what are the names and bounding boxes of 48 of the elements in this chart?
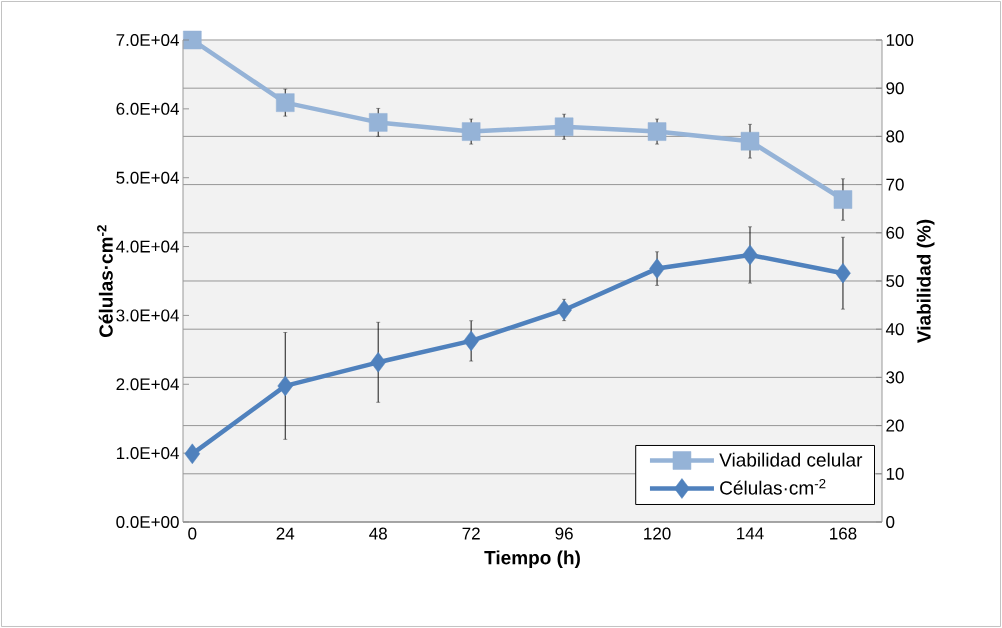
y2-tick-label: 80 <box>886 130 904 143</box>
y2-tick-label: 60 <box>886 226 904 239</box>
x-tick-label: 144 <box>737 527 764 540</box>
x-tick-label: 96 <box>555 527 573 540</box>
y2-tick-label: 100 <box>886 33 914 47</box>
y2-tick-label: 10 <box>886 467 904 480</box>
y-tick-label: 3.0E+04 <box>116 309 179 322</box>
y2-tick-label: 20 <box>886 419 904 432</box>
point <box>370 352 386 373</box>
y2-tick-label: 70 <box>886 178 904 191</box>
y-tick-label: 0.0E+00 <box>116 515 179 529</box>
y-axis-title: Células·cm$^{-2}$ <box>97 225 113 338</box>
y2-tick-label: 0 <box>886 515 895 529</box>
y2-axis-title: Viabilidad (%) <box>916 219 935 343</box>
x-tick-label: 168 <box>830 527 857 540</box>
y2-tick-label: 50 <box>886 274 904 288</box>
point <box>461 122 481 141</box>
x-tick-label: 48 <box>369 527 387 540</box>
x-tick-label: 0 <box>188 527 197 540</box>
point <box>183 30 202 50</box>
point <box>833 190 853 209</box>
point <box>277 375 293 397</box>
y-tick-label: 2.0E+04 <box>116 378 179 391</box>
point <box>740 131 760 151</box>
y-tick-label: 5.0E+04 <box>116 171 179 184</box>
point <box>742 244 758 266</box>
y2-tick-label: 90 <box>886 82 904 95</box>
point <box>647 122 667 141</box>
y2-tick-label: 30 <box>886 371 904 384</box>
y-tick-label: 1.0E+04 <box>116 447 179 460</box>
point <box>835 262 851 284</box>
legend-label: Células·cm$^{-2}$ <box>720 478 826 495</box>
point <box>463 330 479 352</box>
point <box>368 113 388 132</box>
y2-tick-label: 40 <box>885 323 904 336</box>
x-tick-label: 72 <box>462 527 480 540</box>
y-tick-label: 6.0E+04 <box>116 102 179 115</box>
legend-label: Viabilidad celular <box>719 452 863 467</box>
y-tick-label: 7.0E+04 <box>116 33 179 47</box>
y-tick-label: 4.0E+04 <box>116 240 179 253</box>
point <box>184 443 201 465</box>
x-tick-label: 24 <box>276 527 295 540</box>
point <box>556 299 572 321</box>
point <box>649 258 665 279</box>
point <box>554 117 574 136</box>
x-tick-label: 120 <box>644 527 671 540</box>
point <box>276 93 295 112</box>
x-axis-title: Tiempo (h) <box>484 550 580 569</box>
